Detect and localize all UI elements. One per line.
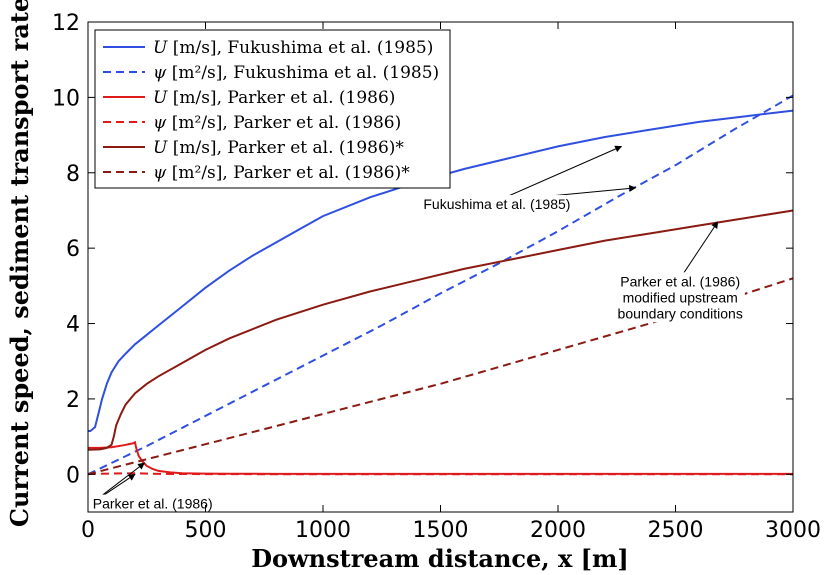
annotation-bg [90,494,215,513]
tick-layer: 0 500 1000 1500 2000 2500 3000 0 2 4 6 8 10 12 [52,11,821,543]
annotation-label-2: Parker et al. (1986) modified upstream bou… [618,273,743,321]
series-layer [87,94,794,476]
x-tick-label: 500 [185,518,227,543]
legend: U [m/s], Fukushima et al. (1985) ψ [m²/s]… [94,29,451,189]
x-tick-label: 3000 [765,518,821,543]
legend-entry-2: ψ [m²/s], Fukushima et al. (1985) [153,63,439,83]
annotation-arrow [496,145,623,202]
y-tick-label: 12 [52,11,80,36]
y-tick-label: 10 [52,86,80,111]
series-line-6 [87,277,794,476]
annotation-bg [615,272,745,323]
y-tick-label: 0 [66,463,80,488]
annotation-layer: Fukushima et al. (1985) Parker et al. (19… [90,145,745,513]
legend-entry-3: U [m/s], Parker et al. (1986) [153,88,395,108]
annotation-label-1: Fukushima et al. (1985) [423,196,570,212]
y-tick-label: 4 [66,313,80,338]
x-tick-label: 1500 [413,518,469,543]
x-tick-label: 2000 [530,518,586,543]
series-line-1 [88,109,794,432]
series-line-2 [87,94,794,476]
x-tick-label: 1000 [295,518,351,543]
y-tick-label: 8 [66,162,80,187]
annotation-arrow [679,221,719,279]
x-axis-title: Downstream distance, x [m] [251,544,629,573]
legend-entry-1: U [m/s], Fukushima et al. (1985) [153,38,433,58]
series-line-5 [87,209,794,451]
y-tick-label: 6 [66,237,80,262]
annotation-label-3: Parker et al. (1986) [93,496,213,512]
legend-entry-4: ψ [m²/s], Parker et al. (1986) [153,113,401,133]
x-tick-label: 2500 [648,518,704,543]
legend-entry-5: U [m/s], Parker et al. (1986)* [153,138,404,158]
y-tick-label: 2 [66,388,80,413]
legend-entry-6: ψ [m²/s], Parker et al. (1986)* [153,163,410,183]
series-line-4 [87,472,793,476]
legend-box [94,29,451,189]
annotation-bg [421,195,573,214]
x-tick-label: 0 [81,518,95,543]
y-axis-title: Current speed, sediment transport rate [5,0,34,527]
